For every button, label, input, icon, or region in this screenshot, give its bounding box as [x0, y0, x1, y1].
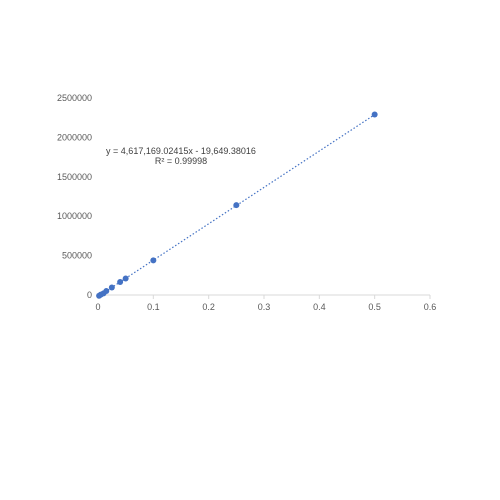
x-tick-label: 0.5: [368, 302, 381, 312]
r-squared-label: R² = 0.99998: [155, 156, 207, 166]
x-tick-label: 0.2: [202, 302, 215, 312]
y-tick-label: 1000000: [57, 211, 92, 221]
data-point: [103, 288, 110, 295]
data-point: [150, 257, 157, 264]
y-tick-label: 2000000: [57, 132, 92, 142]
axes: [97, 294, 431, 299]
x-tick-label: 0.4: [313, 302, 326, 312]
tick-labels: 0 0.1 0.2 0.3 0.4 0.5 0.6 0 500000 1000000 1500000…: [57, 93, 436, 312]
x-tick-label: 0: [95, 302, 100, 312]
y-tick-label: 2500000: [57, 93, 92, 103]
data-points: [96, 111, 378, 299]
x-tick-label: 0.3: [258, 302, 271, 312]
data-point: [371, 111, 378, 118]
data-point: [233, 202, 240, 209]
x-tick-label: 0.6: [424, 302, 437, 312]
annotations: y = 4,617,169.02415x - 19,649.38016 R² =…: [106, 146, 256, 166]
trendline-equation: y = 4,617,169.02415x - 19,649.38016: [106, 146, 256, 156]
x-tick-label: 0.1: [147, 302, 160, 312]
y-tick-label: 500000: [62, 251, 92, 261]
y-tick-label: 1500000: [57, 172, 92, 182]
y-tick-label: 0: [87, 290, 92, 300]
data-point: [122, 275, 129, 282]
data-point: [117, 278, 124, 285]
data-point: [108, 284, 115, 291]
